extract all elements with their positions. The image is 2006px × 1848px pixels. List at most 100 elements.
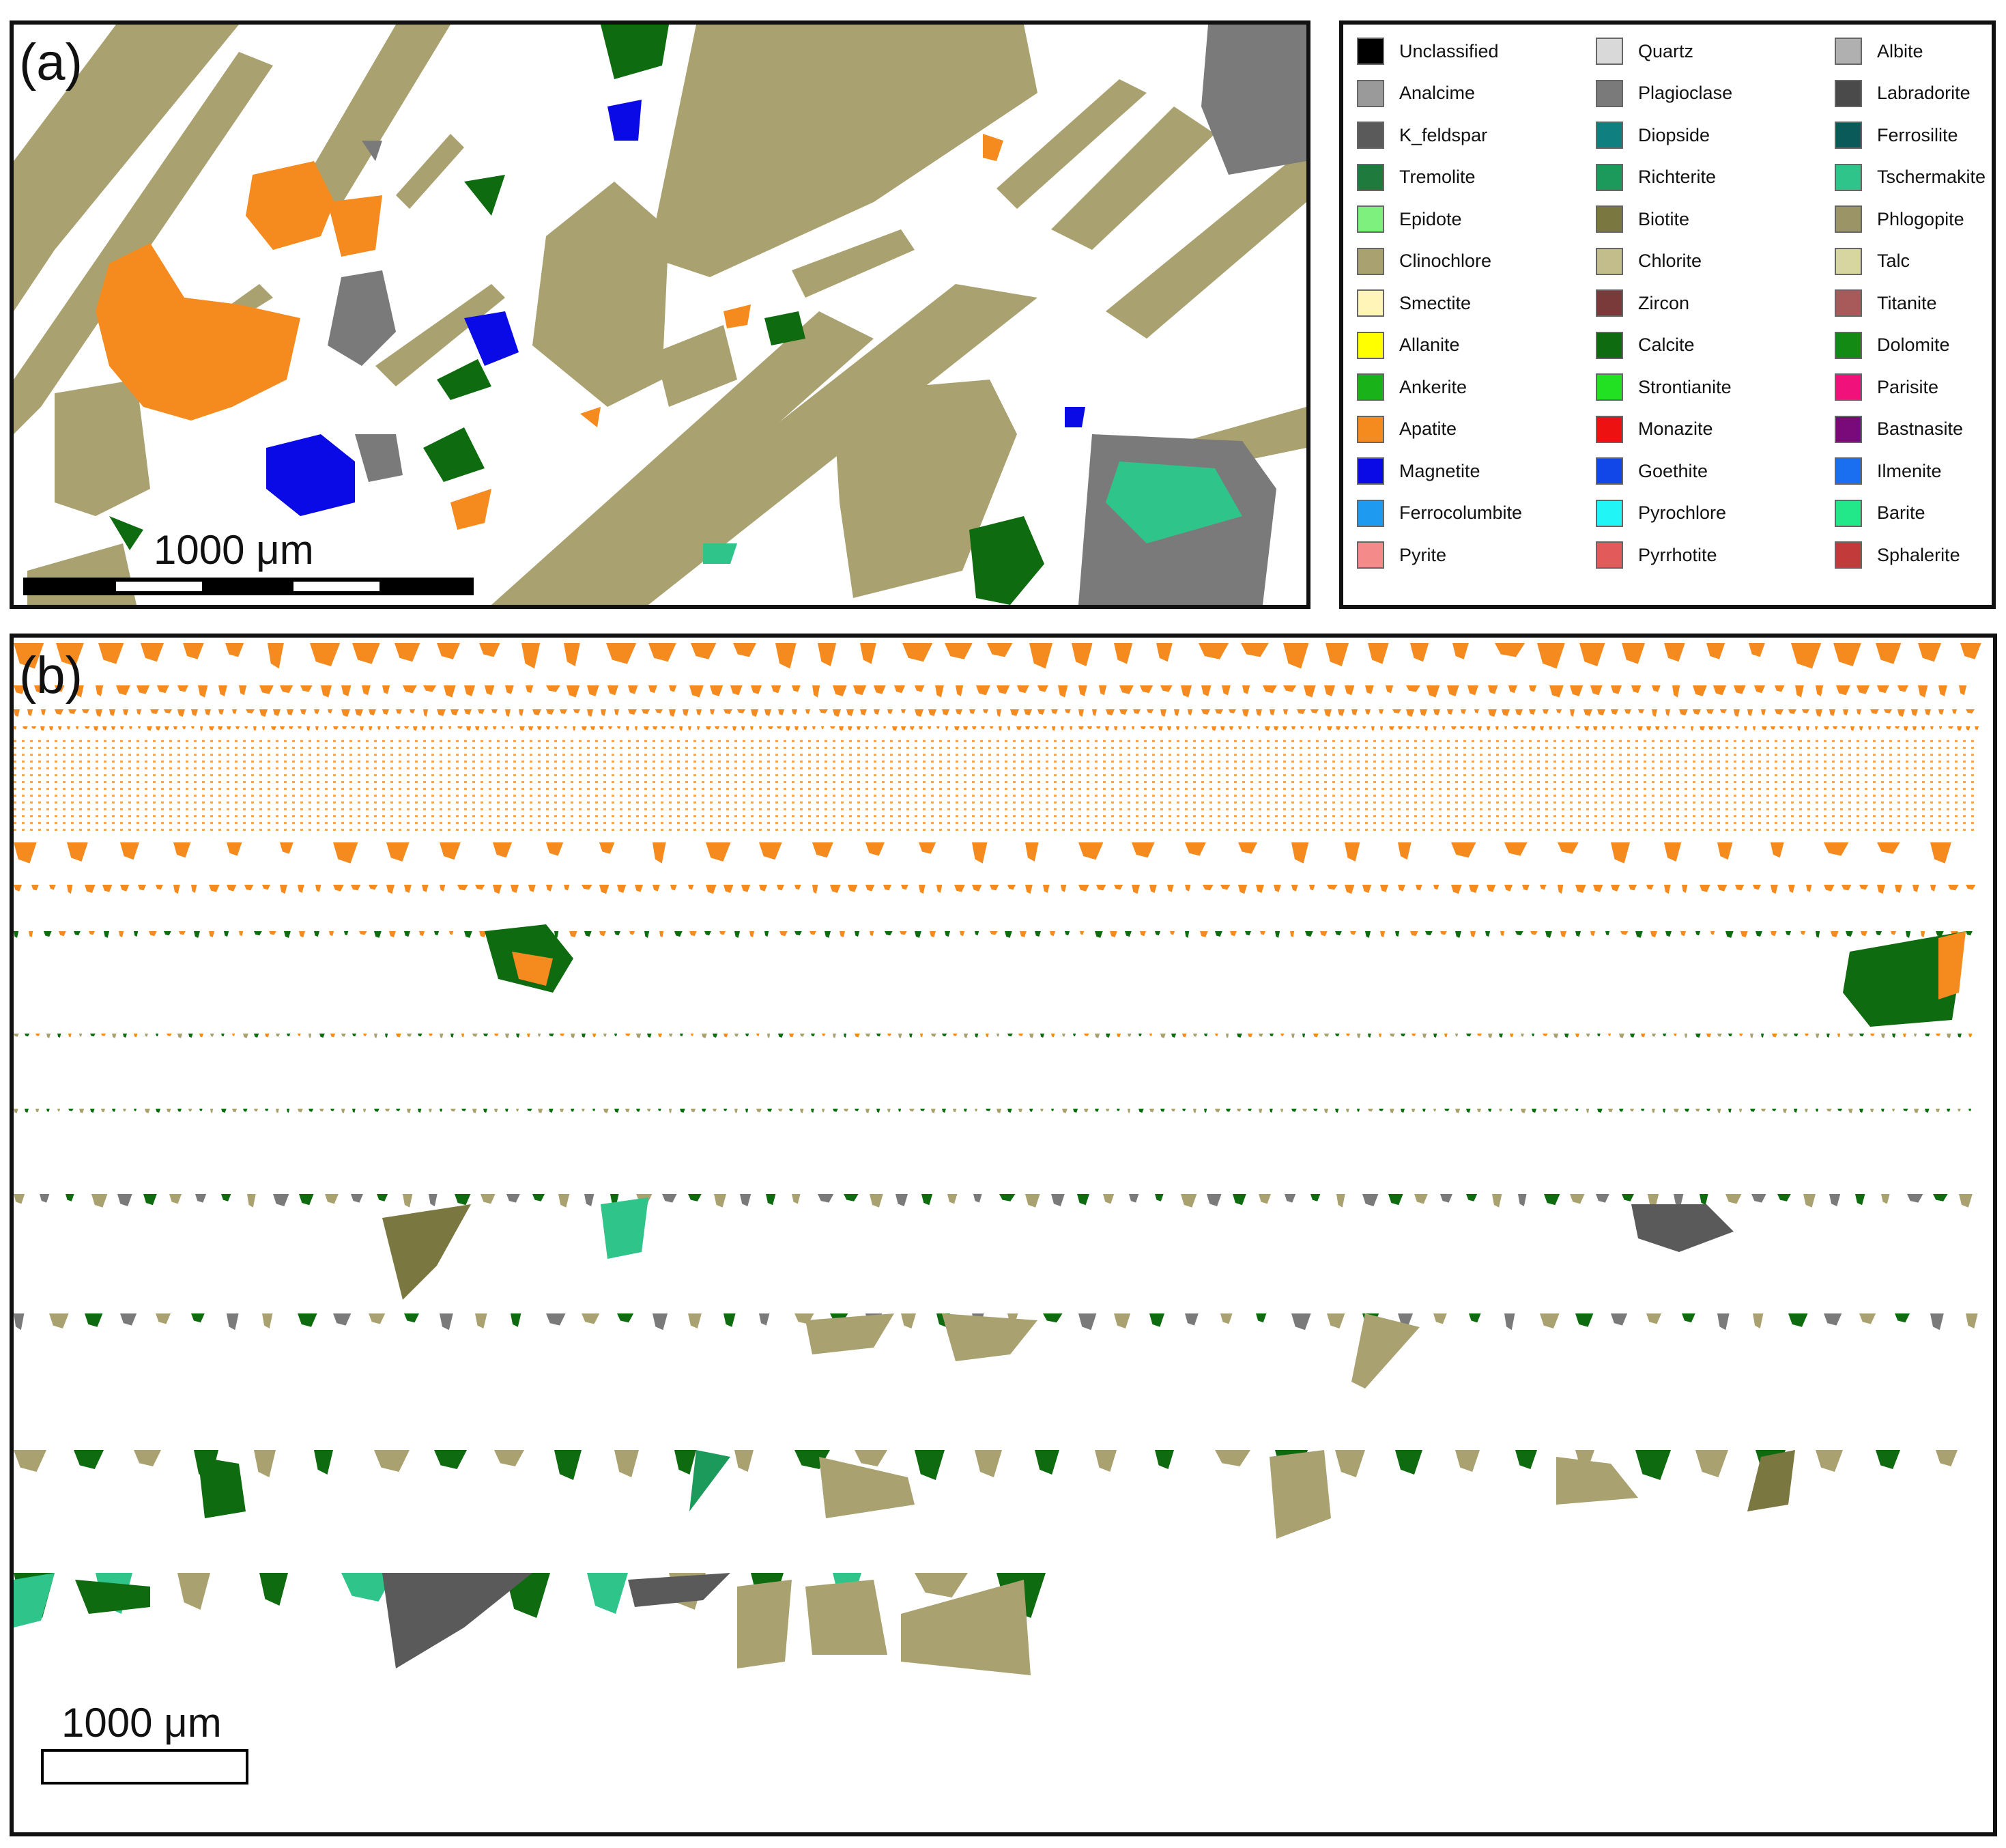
particle — [494, 1034, 499, 1036]
particle — [1959, 685, 1967, 696]
particle-dot — [538, 822, 541, 824]
particle-dot — [390, 815, 393, 817]
particle-dot — [562, 781, 565, 783]
particle-dot — [1783, 808, 1786, 810]
particle-dot — [1357, 801, 1360, 804]
particle-dot — [87, 815, 90, 817]
particle-dot — [227, 767, 229, 769]
particle — [1611, 1313, 1628, 1326]
particle-dot — [464, 822, 467, 824]
particle — [1324, 1034, 1330, 1037]
particle-dot — [1586, 822, 1589, 824]
particle — [1960, 643, 1981, 659]
particle-dot — [915, 740, 917, 742]
particle — [1024, 709, 1032, 715]
particle — [1123, 726, 1126, 730]
particle-dot — [104, 815, 106, 817]
particle — [659, 931, 664, 937]
particle-dot — [653, 760, 655, 763]
particle-dot — [620, 795, 622, 797]
particle-dot — [1619, 740, 1622, 742]
particle-dot — [1742, 788, 1745, 790]
particle-dot — [1504, 781, 1507, 783]
particle — [164, 726, 169, 730]
particle-dot — [1111, 740, 1114, 742]
particle-dot — [472, 829, 475, 831]
particle — [599, 726, 604, 730]
particle — [1324, 1109, 1328, 1113]
particle — [919, 842, 936, 854]
particle-dot — [587, 801, 590, 804]
particle-dot — [489, 801, 491, 804]
particle-dot — [1275, 754, 1278, 756]
particle-dot — [1480, 754, 1482, 756]
particle-dot — [1947, 767, 1949, 769]
particle-dot — [1414, 774, 1417, 776]
particle-dot — [628, 795, 631, 797]
particle-dot — [1676, 795, 1679, 797]
particle-dot — [1439, 808, 1442, 810]
particle-dot — [1193, 740, 1196, 742]
particle-dot — [317, 822, 319, 824]
particle-dot — [1914, 760, 1917, 763]
particle-dot — [874, 808, 876, 810]
particle-dot — [1766, 740, 1769, 742]
particle-dot — [448, 747, 450, 749]
particle-dot — [1193, 774, 1196, 776]
particle-dot — [1160, 754, 1163, 756]
particle — [812, 726, 816, 730]
particle-dot — [1504, 795, 1507, 797]
particle-dot — [1234, 808, 1237, 810]
particle-dot — [1488, 788, 1491, 790]
particle-dot — [169, 801, 172, 804]
particle — [404, 726, 410, 729]
particle — [1728, 1109, 1732, 1113]
particle-dot — [1611, 754, 1614, 756]
particle-dot — [440, 740, 442, 742]
particle-dot — [30, 781, 33, 783]
particle-dot — [1955, 829, 1958, 831]
particle-dot — [325, 795, 328, 797]
particle-dot — [595, 767, 598, 769]
particle — [855, 1034, 860, 1038]
particle-dot — [1414, 788, 1417, 790]
particle-dot — [710, 788, 713, 790]
particle — [1925, 1109, 1930, 1113]
particle-dot — [808, 801, 811, 804]
particle-dot — [317, 788, 319, 790]
particle — [768, 726, 773, 730]
particle-dot — [472, 767, 475, 769]
particle-dot — [1619, 754, 1622, 756]
legend-item: K_feldspar — [1357, 119, 1487, 151]
particle-dot — [677, 774, 680, 776]
particle-dot — [1267, 754, 1270, 756]
particle — [1611, 842, 1630, 864]
particle-dot — [1250, 808, 1253, 810]
particle-dot — [603, 760, 606, 763]
particle — [1395, 1450, 1422, 1475]
particle-dot — [112, 795, 115, 797]
particle — [876, 1034, 881, 1037]
particle-dot — [1906, 822, 1908, 824]
particle-dot — [104, 829, 106, 831]
particle — [150, 709, 159, 714]
particle-dot — [1332, 829, 1335, 831]
particle-dot — [1906, 747, 1908, 749]
particle-dot — [669, 795, 672, 797]
particle-dot — [1291, 754, 1294, 756]
particle — [123, 1034, 127, 1038]
particle-dot — [1087, 760, 1089, 763]
particle-dot — [1824, 747, 1826, 749]
particle — [382, 685, 390, 694]
particle-dot — [521, 801, 524, 804]
particle-dot — [841, 767, 844, 769]
particle-dot — [849, 801, 852, 804]
apatite-grains — [96, 134, 1003, 530]
particle-dot — [268, 815, 270, 817]
particle — [887, 1109, 891, 1113]
particle-dot — [1930, 795, 1933, 797]
particle — [386, 726, 390, 730]
particle — [221, 1109, 227, 1113]
particle — [1918, 685, 1928, 698]
particle-dot — [702, 740, 704, 742]
